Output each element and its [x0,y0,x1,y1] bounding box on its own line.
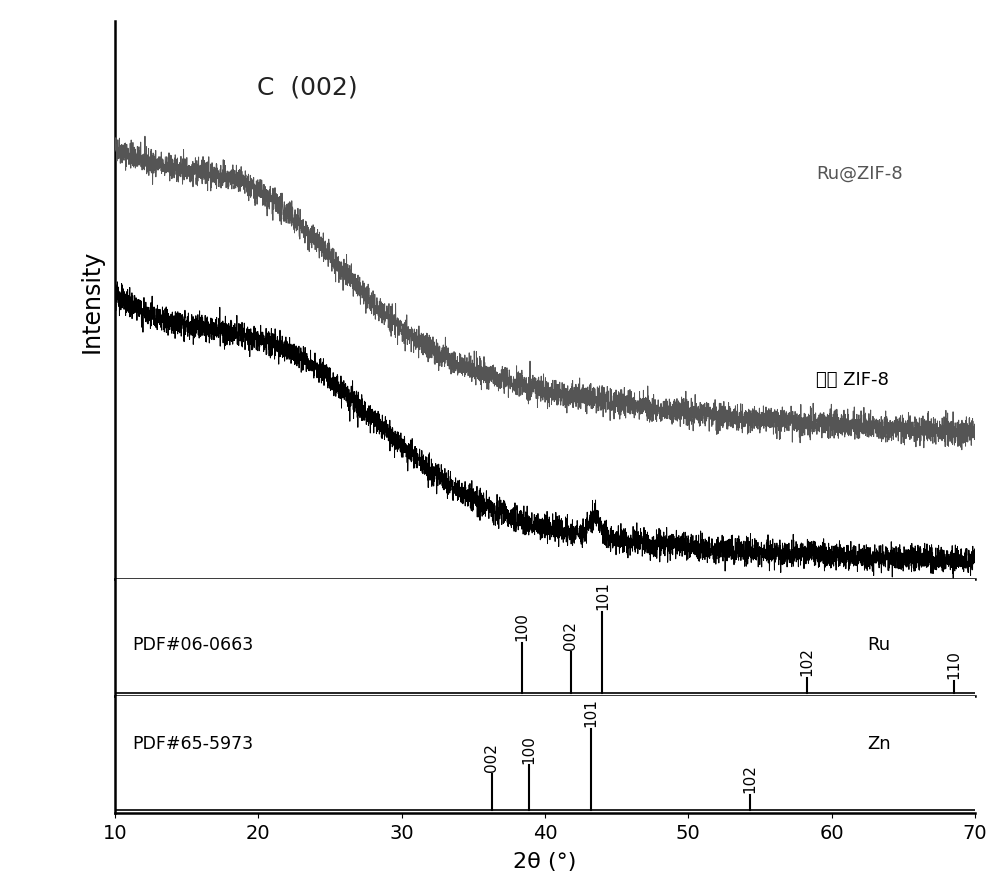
Text: 100: 100 [522,734,537,763]
Text: PDF#65-5973: PDF#65-5973 [132,734,253,753]
Text: 100: 100 [515,611,530,640]
Text: Ru@ZIF-8: Ru@ZIF-8 [816,164,903,182]
X-axis label: 2θ (°): 2θ (°) [513,850,577,871]
Text: 101: 101 [595,581,610,610]
Y-axis label: Intensity: Intensity [80,249,104,352]
Text: 110: 110 [946,649,961,678]
Text: Zn: Zn [868,734,891,753]
Text: 002: 002 [563,621,578,650]
Text: C  (002): C (002) [257,76,358,100]
Text: Ru: Ru [868,635,891,653]
Text: 101: 101 [583,697,598,727]
Text: 102: 102 [800,646,815,676]
Text: 热解 ZIF-8: 热解 ZIF-8 [816,370,889,389]
Text: PDF#06-0663: PDF#06-0663 [132,635,253,653]
Text: 002: 002 [484,742,499,771]
Text: 102: 102 [742,763,757,792]
